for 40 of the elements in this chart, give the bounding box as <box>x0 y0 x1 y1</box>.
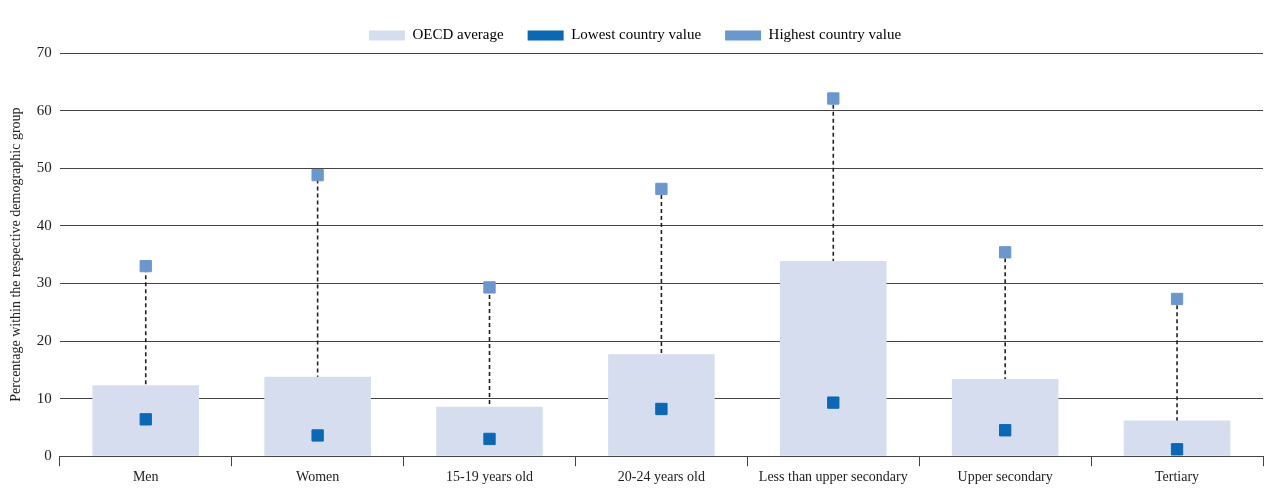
point <box>655 402 668 416</box>
point <box>999 246 1012 259</box>
x-tick-label: Tertiary <box>1155 469 1200 485</box>
x-tick-label: 20-24 years old <box>617 469 705 485</box>
y-tick-label: 10 <box>36 389 52 406</box>
bar <box>264 376 371 456</box>
x-tick-label: Less than upper secondary <box>758 469 908 485</box>
x-tick-label: Women <box>296 469 340 485</box>
point <box>139 413 152 426</box>
bar <box>92 385 200 456</box>
point <box>827 396 840 409</box>
point <box>999 424 1012 437</box>
y-tick-label: 60 <box>36 101 52 118</box>
point <box>311 429 324 442</box>
legend-label: OECD average <box>412 26 504 43</box>
x-tick-label: Men <box>132 469 159 485</box>
y-tick-label: 40 <box>36 216 52 233</box>
bar <box>780 260 887 456</box>
point <box>483 432 496 446</box>
point <box>655 182 668 196</box>
bar <box>1123 420 1231 456</box>
x-tick-label: Upper secondary <box>957 469 1053 485</box>
point <box>827 92 840 105</box>
y-axis-title: Percentage within the respective demographic group <box>8 107 24 402</box>
y-tick-label: 70 <box>36 43 52 60</box>
point <box>139 259 152 273</box>
x-tick-label: 15-19 years old <box>445 469 534 485</box>
y-tick-label: 20 <box>36 331 52 348</box>
bar <box>436 406 543 456</box>
point <box>311 168 324 182</box>
point <box>1170 292 1184 306</box>
y-tick-label: 50 <box>36 159 52 176</box>
y-tick-label: 0 <box>44 447 52 464</box>
legend-label: Lowest country value <box>571 26 702 43</box>
legend-label: Highest country value <box>768 26 902 43</box>
point <box>1170 443 1184 456</box>
y-tick-label: 30 <box>36 274 52 291</box>
point <box>483 281 496 294</box>
bar <box>608 354 715 456</box>
bar <box>951 379 1059 456</box>
